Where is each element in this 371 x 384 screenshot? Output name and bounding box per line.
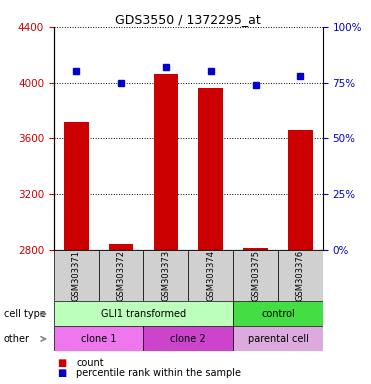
Text: percentile rank within the sample: percentile rank within the sample bbox=[76, 368, 241, 379]
Text: GSM303371: GSM303371 bbox=[72, 250, 81, 301]
Text: cell type: cell type bbox=[4, 309, 46, 319]
Text: other: other bbox=[4, 334, 30, 344]
Bar bbox=[99, 250, 144, 301]
Text: GLI1 transformed: GLI1 transformed bbox=[101, 309, 186, 319]
Text: clone 1: clone 1 bbox=[81, 334, 116, 344]
Bar bbox=[288, 130, 313, 250]
Bar bbox=[109, 244, 133, 250]
Bar bbox=[54, 250, 99, 301]
Text: clone 2: clone 2 bbox=[170, 334, 206, 344]
Bar bbox=[233, 326, 323, 351]
Text: count: count bbox=[76, 358, 104, 368]
Bar bbox=[144, 326, 233, 351]
Text: GSM303374: GSM303374 bbox=[206, 250, 215, 301]
Text: ■: ■ bbox=[58, 358, 67, 368]
Bar bbox=[233, 301, 323, 326]
Bar bbox=[233, 250, 278, 301]
Text: GSM303372: GSM303372 bbox=[116, 250, 125, 301]
Bar bbox=[64, 121, 89, 250]
Text: GSM303375: GSM303375 bbox=[251, 250, 260, 301]
Bar bbox=[243, 248, 268, 250]
Text: GSM303373: GSM303373 bbox=[161, 250, 170, 301]
Text: ■: ■ bbox=[58, 368, 67, 379]
Bar bbox=[198, 88, 223, 250]
Text: control: control bbox=[261, 309, 295, 319]
Bar bbox=[54, 301, 233, 326]
Bar bbox=[154, 74, 178, 250]
Bar bbox=[144, 250, 188, 301]
Bar bbox=[54, 326, 144, 351]
Bar bbox=[188, 250, 233, 301]
Text: parental cell: parental cell bbox=[247, 334, 308, 344]
Title: GDS3550 / 1372295_at: GDS3550 / 1372295_at bbox=[115, 13, 261, 26]
Bar bbox=[278, 250, 323, 301]
Text: GSM303376: GSM303376 bbox=[296, 250, 305, 301]
